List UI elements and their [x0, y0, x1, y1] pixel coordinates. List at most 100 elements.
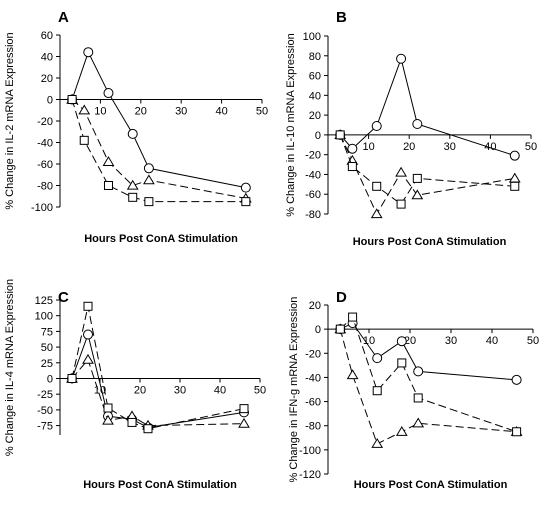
data-point-triangle — [412, 417, 425, 428]
y-tick-label: -80 — [37, 181, 53, 193]
data-point-square — [241, 197, 251, 207]
x-tick-label: 20 — [403, 141, 415, 153]
data-point-circle — [103, 88, 114, 99]
y-tick-label: -60 — [37, 159, 53, 171]
data-point-circle — [127, 128, 138, 139]
data-point-triangle — [238, 417, 250, 428]
data-point-triangle — [143, 174, 155, 185]
data-point-square — [67, 95, 77, 104]
panel-letter: C — [58, 289, 69, 306]
series-square — [67, 301, 249, 434]
y-tick-label: -40 — [305, 169, 321, 181]
y-tick-label: 125 — [35, 295, 53, 307]
y-tick-label: 0 — [315, 324, 321, 336]
data-point-triangle — [395, 166, 407, 177]
y-tick-label: 100 — [303, 31, 321, 43]
y-tick-label: -120 — [299, 469, 321, 481]
x-axis-title: Hours Post ConA Stimulation — [84, 233, 238, 245]
y-tick-label: -20 — [305, 150, 321, 162]
data-point-square — [143, 424, 153, 434]
data-point-square — [372, 386, 382, 396]
data-point-triangle — [102, 414, 114, 425]
y-axis-title: % Change in IL-10 mRNA Expression — [285, 33, 297, 216]
data-point-circle — [83, 329, 93, 340]
x-tick-label: 20 — [404, 335, 416, 347]
series-square — [67, 95, 251, 207]
panel-letter: D — [336, 289, 347, 306]
y-tick-label: 20 — [309, 300, 321, 312]
data-point-circle — [240, 182, 251, 193]
data-point-square — [144, 197, 154, 207]
x-tick-label: 50 — [256, 106, 268, 118]
y-axis-title: % Change in IL-4 mRNA Expression — [4, 279, 16, 456]
data-point-square — [348, 312, 358, 322]
y-tick-label: -80 — [305, 421, 321, 433]
data-point-triangle — [82, 353, 94, 364]
x-axis-title: Hours Post ConA Stimulation — [83, 479, 237, 491]
x-tick-label: 30 — [445, 335, 457, 347]
x-tick-label: 30 — [175, 106, 187, 118]
series-line — [71, 358, 245, 427]
y-tick-label: 50 — [41, 342, 53, 354]
data-point-triangle — [346, 369, 359, 380]
data-point-square — [413, 393, 423, 403]
data-point-triangle — [370, 208, 383, 219]
data-point-circle — [371, 120, 382, 131]
data-point-triangle — [411, 189, 424, 200]
data-point-square — [103, 403, 113, 413]
data-point-square — [397, 358, 407, 368]
data-point-square — [510, 181, 520, 191]
y-tick-label: 20 — [41, 73, 53, 85]
data-point-triangle — [102, 156, 115, 166]
series-line — [71, 50, 246, 189]
y-tick-label: -25 — [37, 389, 53, 401]
x-tick-label: 50 — [525, 141, 537, 153]
chart-panel-d: D 20 0 -20 -40 -60 -80 -100 -120 10 20 30 40 50 % Chan… — [288, 289, 539, 491]
series-circle — [67, 47, 251, 193]
data-point-square — [412, 173, 422, 183]
series-line — [339, 329, 517, 445]
y-tick-label: -40 — [305, 372, 321, 384]
data-point-triangle — [78, 104, 91, 115]
x-tick-label: 40 — [214, 384, 226, 396]
data-point-square — [347, 162, 357, 172]
series-circle — [67, 329, 249, 433]
data-point-circle — [143, 163, 154, 174]
data-point-square — [103, 181, 113, 190]
data-point-circle — [347, 143, 358, 154]
x-tick-label: 10 — [362, 141, 374, 153]
data-point-triangle — [371, 438, 384, 448]
x-tick-label: 50 — [254, 384, 266, 396]
y-tick-label: 60 — [41, 30, 53, 42]
y-tick-label: 20 — [309, 110, 321, 122]
data-point-square — [335, 130, 345, 140]
x-tick-label: 40 — [486, 335, 498, 347]
y-tick-label: 0 — [315, 130, 321, 142]
y-tick-label: -75 — [37, 421, 53, 433]
series-line — [339, 134, 515, 216]
data-point-circle — [509, 150, 520, 161]
chart-panel-a: A 60 40 20 0 -20 -40 -60 -80 -100 10 20 30 40 50 % Chan… — [4, 9, 268, 245]
data-point-square — [127, 417, 137, 427]
y-tick-label: -80 — [305, 209, 321, 221]
data-point-triangle — [126, 179, 139, 190]
y-tick-label: -20 — [305, 348, 321, 360]
data-point-square — [335, 324, 345, 334]
series-line — [339, 134, 515, 205]
series-line — [71, 306, 245, 430]
y-tick-label: 60 — [309, 71, 321, 83]
data-point-circle — [396, 336, 407, 347]
y-tick-label: -60 — [305, 189, 321, 201]
x-axis-title: Hours Post ConA Stimulation — [354, 479, 508, 491]
x-tick-label: 40 — [215, 106, 227, 118]
series-square — [335, 312, 522, 437]
x-axis-title: Hours Post ConA Stimulation — [353, 236, 507, 248]
data-point-square — [396, 199, 406, 209]
series-line — [340, 322, 517, 381]
data-point-square — [512, 427, 522, 437]
x-tick-label: 10 — [94, 106, 106, 118]
x-tick-label: 30 — [174, 384, 186, 396]
y-axis-title: % Change in IL-2 mRNA Expression — [4, 32, 16, 209]
data-point-square — [372, 181, 382, 191]
